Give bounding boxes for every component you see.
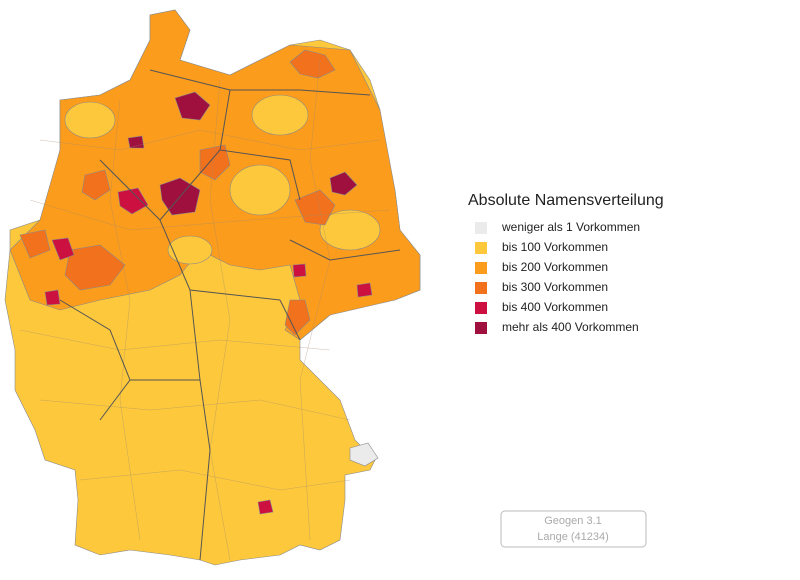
region	[289, 49, 336, 79]
region	[349, 442, 379, 467]
legend-swatch	[475, 322, 487, 334]
region	[64, 101, 116, 139]
region	[19, 229, 51, 259]
region	[174, 91, 211, 121]
legend-title: Absolute Namensverteilung	[468, 192, 664, 209]
legend-label: bis 200 Vorkommen	[502, 260, 608, 274]
region	[117, 187, 149, 215]
region	[284, 299, 311, 336]
region	[44, 289, 61, 306]
legend: weniger als 1 Vorkommen bis 100 Vorkommen…	[475, 220, 640, 334]
footer-line: Geogen 3.1	[544, 515, 602, 527]
legend-swatch	[475, 222, 487, 234]
footer-box	[500, 510, 647, 548]
legend-label: bis 300 Vorkommen	[502, 280, 608, 294]
region	[319, 209, 381, 251]
legend-label: weniger als 1 Vorkommen	[501, 220, 640, 234]
legend-swatch	[475, 242, 487, 254]
region	[292, 263, 307, 278]
footer-line: Lange (41234)	[537, 531, 609, 543]
legend-label: bis 400 Vorkommen	[502, 300, 608, 314]
legend-swatch	[475, 302, 487, 314]
legend-swatch	[475, 282, 487, 294]
state-borders	[59, 69, 401, 561]
legend-label: bis 100 Vorkommen	[502, 240, 608, 254]
region	[229, 164, 291, 216]
region	[356, 282, 373, 298]
legend-swatch	[475, 262, 487, 274]
region	[257, 499, 274, 515]
region	[167, 235, 213, 265]
region	[329, 171, 358, 196]
region	[81, 169, 111, 201]
region	[64, 244, 126, 291]
district-lines	[19, 59, 391, 561]
region	[251, 94, 309, 136]
legend-label: mehr als 400 Vorkommen	[502, 320, 639, 334]
region	[51, 237, 75, 261]
germany-map	[4, 9, 421, 566]
